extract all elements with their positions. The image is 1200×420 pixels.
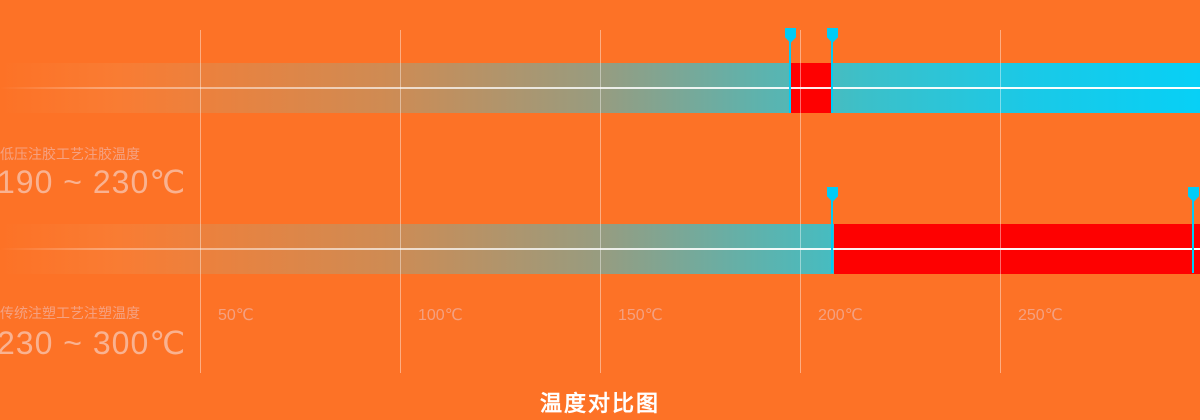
gridline-200c <box>800 30 801 373</box>
pin-marker-line <box>789 38 791 113</box>
bar-midline-bottom <box>0 248 1200 250</box>
gridline-250c <box>1000 30 1001 373</box>
pin-marker-line <box>1192 197 1194 273</box>
pin-marker-line <box>831 38 833 113</box>
pin-marker-icon <box>1188 187 1199 202</box>
axis-tick-label: 200℃ <box>818 307 863 324</box>
gridline-100c <box>400 30 401 373</box>
series-range-value: 230 ~ 300℃ <box>0 325 187 361</box>
axis-tick-label: 50℃ <box>218 307 254 324</box>
series-range-value: 190 ~ 230℃ <box>0 164 187 200</box>
pin-marker-line <box>831 197 833 273</box>
axis-tick-label: 250℃ <box>1018 307 1063 324</box>
series-label: 传统注塑工艺注塑温度 <box>0 305 140 321</box>
chart-title: 温度对比图 <box>539 391 660 416</box>
axis-tick-label: 150℃ <box>618 307 663 324</box>
pin-marker-icon <box>827 187 838 202</box>
axis-tick-label: 100℃ <box>418 307 463 324</box>
pin-marker-icon <box>785 28 796 43</box>
bar-midline-top <box>0 87 1200 89</box>
gridline-50c <box>200 30 201 373</box>
gridline-150c <box>600 30 601 373</box>
pin-marker-icon <box>827 28 838 43</box>
series-label: 低压注胶工艺注胶温度 <box>0 146 140 162</box>
